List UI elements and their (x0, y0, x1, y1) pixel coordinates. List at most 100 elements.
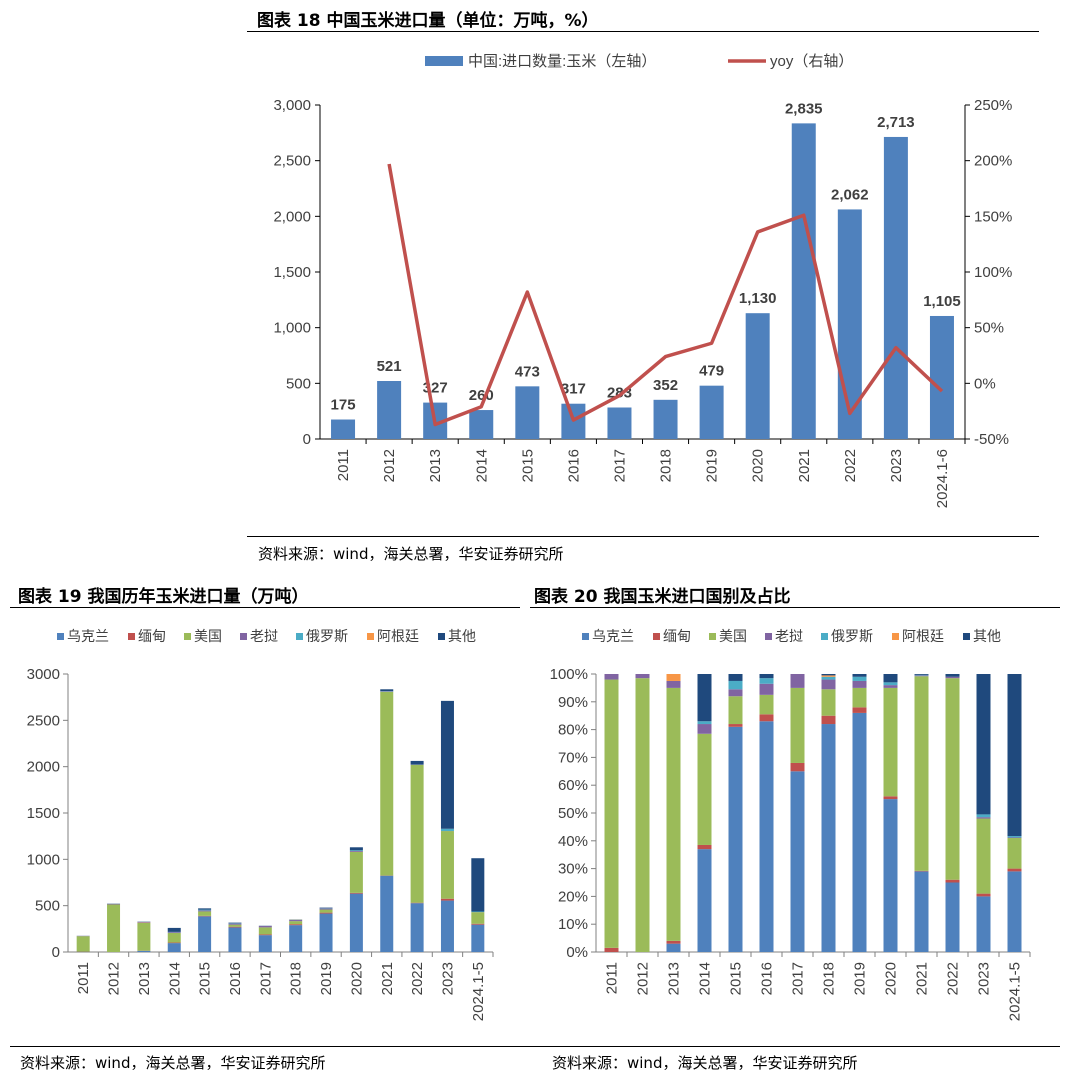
fig18-bar-label: 2,713 (877, 114, 915, 131)
fig20-segment (914, 674, 929, 676)
fig19-segment (137, 922, 151, 951)
fig19-segment (289, 921, 303, 925)
fig20-x-tick-label: 2021 (914, 962, 931, 995)
fig18-left-tick-label: 2,500 (273, 153, 311, 170)
fig20-segment (666, 943, 681, 952)
fig18-legend-line-label: yoy（右轴） (770, 53, 853, 70)
bottom-rule (10, 1046, 1060, 1047)
fig20-x-tick-label: 2015 (728, 962, 745, 995)
fig20-segment (604, 947, 619, 952)
fig19-segment (258, 934, 272, 936)
fig19-legend-label: 阿根廷 (377, 628, 419, 644)
fig19-segment (289, 924, 303, 926)
fig20-segment (728, 680, 743, 690)
fig19-legend-swatch (128, 633, 135, 640)
fig20-y-tick-label: 90% (558, 694, 588, 711)
fig19-y-tick-label: 3000 (27, 666, 60, 683)
fig20-x-tick-label: 2018 (821, 962, 838, 995)
fig19-x-tick-label: 2017 (257, 962, 274, 995)
fig18-bottom-rule (247, 536, 1039, 537)
fig20-segment (821, 715, 836, 725)
fig19-y-tick-label: 2000 (27, 759, 60, 776)
fig18-title: 图表 18 中国玉米进口量（单位：万吨，%） (257, 11, 599, 31)
fig18-bar-label: 175 (331, 397, 356, 414)
fig19-x-tick-label: 2024.1-5 (470, 962, 487, 1021)
fig19-legend-swatch (57, 633, 64, 640)
fig19-segment (380, 689, 394, 692)
fig18-x-tick-label: 2018 (658, 449, 675, 482)
fig20-segment (666, 687, 681, 941)
fig20-x-tick-label: 2024.1-5 (1007, 962, 1024, 1021)
fig20-segment (883, 682, 898, 686)
fig20-segment (790, 687, 805, 763)
fig20-segment (1007, 674, 1022, 837)
fig19-segment (228, 923, 242, 925)
fig19-segment (410, 760, 424, 765)
fig19-x-tick-label: 2020 (348, 962, 365, 995)
fig20-segment (976, 818, 991, 894)
fig19-x-tick-label: 2013 (136, 962, 153, 995)
fig18-bar-label: 479 (699, 363, 724, 380)
fig20-segment (1007, 871, 1022, 952)
fig20-segment (759, 721, 774, 952)
fig18-yoy-line (387, 163, 944, 427)
fig20-x-tick-label: 2022 (945, 962, 962, 995)
fig18-legend-bar-label: 中国:进口数量:玉米（左轴） (468, 53, 656, 70)
fig20-segment (883, 799, 898, 952)
fig20-segment (759, 674, 774, 679)
fig20-segment (666, 680, 681, 688)
fig20-y-tick-label: 60% (558, 777, 588, 794)
fig18-bar-label: 1,105 (923, 293, 961, 310)
fig19-x-tick-label: 2018 (288, 962, 305, 995)
fig20-segment (697, 674, 712, 722)
fig19-legend-swatch (184, 633, 191, 640)
fig20-segment (759, 678, 774, 684)
fig18-left-tick-label: 500 (286, 375, 311, 392)
fig18-x-tick-label: 2014 (473, 449, 490, 482)
fig19-segment (76, 936, 90, 952)
fig18-right-tick-label: 150% (974, 208, 1012, 225)
fig20-segment (1007, 836, 1022, 838)
fig20-y-tick-label: 10% (558, 916, 588, 933)
fig20-segment (790, 674, 805, 688)
fig18-left-tick-label: 1,000 (273, 320, 311, 337)
fig18-bar (745, 313, 770, 439)
fig20-x-tick-label: 2011 (604, 962, 621, 994)
fig19-x-tick-label: 2014 (166, 962, 183, 995)
fig20-segment (883, 687, 898, 797)
fig20-x-tick-label: 2020 (883, 962, 900, 995)
fig20-y-tick-label: 20% (558, 888, 588, 905)
fig19-y-tick-label: 0 (52, 944, 60, 961)
fig19-segment (167, 942, 181, 944)
fig18-bar-label: 352 (653, 377, 678, 394)
fig19-segment (198, 908, 212, 910)
fig20-segment (697, 721, 712, 725)
fig20-segment (635, 678, 650, 952)
fig20-legend-swatch (821, 633, 828, 640)
fig20-segment (821, 689, 836, 716)
fig20-segment (852, 712, 867, 952)
fig20-segment (883, 685, 898, 688)
fig20-segment (759, 694, 774, 715)
fig20-y-tick-label: 100% (550, 666, 588, 683)
fig19-segment (349, 893, 363, 952)
fig20-segment (790, 762, 805, 772)
fig19-segment (228, 924, 242, 927)
fig18-bar (331, 419, 356, 439)
fig18-bar (377, 380, 402, 439)
fig18-x-tick-label: 2021 (796, 449, 813, 482)
fig18-x-tick-label: 2020 (750, 449, 767, 482)
fig18-x-tick-label: 2019 (704, 449, 721, 482)
fig19-x-tick-label: 2012 (106, 962, 123, 995)
fig20-segment (821, 724, 836, 952)
fig19-segment (258, 927, 272, 935)
fig19-segment (228, 926, 242, 928)
fig18-legend-bar-swatch (425, 56, 463, 66)
fig20-segment (945, 676, 960, 679)
fig19-legend-label: 缅甸 (138, 628, 166, 644)
fig20-segment (1007, 837, 1022, 839)
fig18-x-tick-label: 2023 (888, 449, 905, 482)
fig19-title: 图表 19 我国历年玉米进口量（万吨） (18, 587, 309, 607)
fig20-segment (666, 940, 681, 944)
fig20-segment (821, 675, 836, 677)
